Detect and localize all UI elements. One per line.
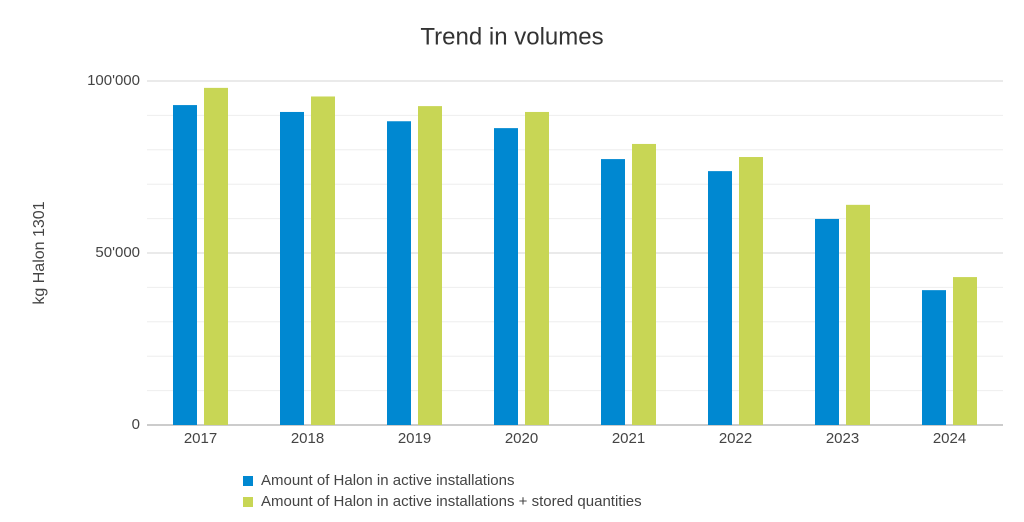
legend-label: Amount of Halon in active installations …: [261, 493, 642, 510]
bar: [311, 96, 335, 425]
x-tick-label: 2021: [612, 430, 645, 447]
x-tick-label: 2019: [398, 430, 431, 447]
bar: [204, 87, 228, 425]
bar: [815, 218, 839, 425]
legend-label: Amount of Halon in active installations: [261, 472, 514, 489]
bar: [846, 204, 870, 425]
y-tick-label: 100'000: [87, 72, 140, 89]
x-tick-label: 2022: [719, 430, 752, 447]
bar: [494, 128, 518, 426]
bar: [922, 290, 946, 425]
bar: [708, 171, 732, 425]
x-tick-label: 2024: [933, 430, 966, 447]
legend-swatch: [243, 497, 253, 507]
bar: [953, 277, 977, 425]
bar: [525, 111, 549, 426]
x-tick-label: 2017: [184, 430, 217, 447]
bar: [601, 159, 625, 425]
bar: [387, 121, 411, 426]
bar: [739, 157, 763, 426]
bar: [280, 111, 304, 426]
y-axis-label: kg Halon 1301: [31, 201, 48, 304]
bar: [173, 105, 197, 425]
bar: [632, 143, 656, 425]
y-tick-label: 50'000: [95, 244, 140, 261]
x-tick-label: 2020: [505, 430, 538, 447]
y-tick-label: 0: [132, 416, 140, 433]
chart-title: Trend in volumes: [420, 23, 603, 50]
bar: [418, 106, 442, 425]
x-tick-label: 2018: [291, 430, 324, 447]
x-tick-label: 2023: [826, 430, 859, 447]
legend-swatch: [243, 476, 253, 486]
